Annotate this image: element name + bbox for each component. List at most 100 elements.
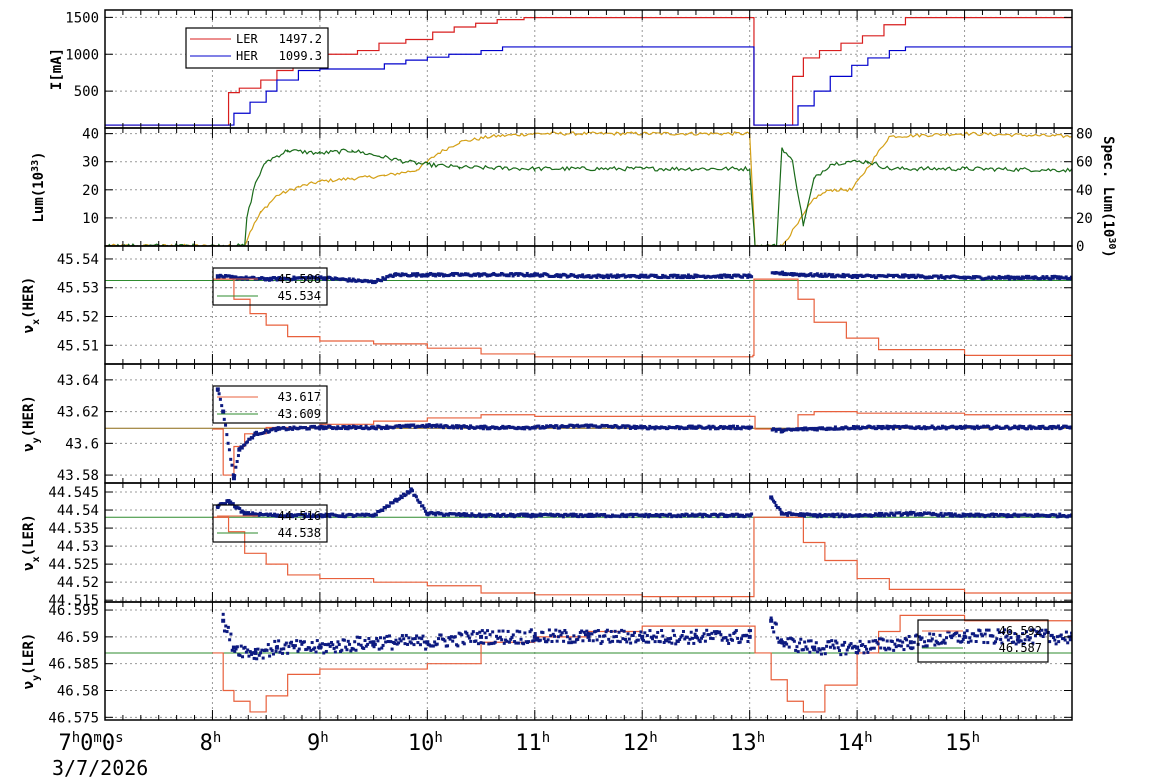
data-point xyxy=(662,640,666,644)
data-point xyxy=(343,427,347,431)
data-point xyxy=(855,274,860,279)
data-point xyxy=(855,645,860,650)
data-point xyxy=(340,426,344,430)
data-point xyxy=(786,513,790,517)
data-point xyxy=(231,476,236,481)
data-point xyxy=(1026,427,1030,431)
data-point xyxy=(957,634,961,638)
data-point xyxy=(721,512,725,516)
data-point xyxy=(374,513,378,517)
data-point xyxy=(399,274,403,278)
data-point xyxy=(274,427,279,432)
data-point xyxy=(640,634,645,639)
data-point xyxy=(240,446,244,450)
legend-nux_her: 45.506 45.534 xyxy=(212,267,328,306)
data-point xyxy=(289,513,293,517)
data-point xyxy=(283,643,287,647)
data-point xyxy=(600,274,604,278)
data-point xyxy=(836,512,840,516)
data-point xyxy=(645,634,649,638)
data-point xyxy=(373,642,377,646)
data-point xyxy=(280,651,284,655)
data-point xyxy=(888,647,892,651)
data-point xyxy=(324,649,328,653)
data-point xyxy=(538,512,542,516)
data-point xyxy=(667,640,671,644)
data-point xyxy=(1066,641,1070,645)
data-point xyxy=(612,635,616,639)
data-point xyxy=(978,629,982,633)
data-point xyxy=(230,648,234,652)
data-point xyxy=(438,425,442,429)
data-point xyxy=(643,631,647,635)
data-point xyxy=(493,640,497,644)
series-nuy_her-measured xyxy=(215,387,1072,481)
data-point xyxy=(714,632,718,636)
data-point xyxy=(822,274,826,278)
data-point xyxy=(743,515,747,519)
data-point xyxy=(1003,628,1007,632)
data-point xyxy=(987,425,991,429)
data-point xyxy=(221,409,226,414)
y-tick-label: 44.52 xyxy=(57,575,99,591)
data-point xyxy=(346,639,350,643)
data-point xyxy=(367,637,371,641)
data-point xyxy=(1032,276,1036,280)
data-point xyxy=(393,641,397,645)
data-point xyxy=(947,630,951,634)
data-point xyxy=(935,274,939,278)
data-point xyxy=(891,427,895,431)
data-point xyxy=(226,441,230,445)
data-point xyxy=(233,474,237,478)
data-point xyxy=(770,626,774,630)
data-point xyxy=(353,640,357,644)
data-point xyxy=(479,634,484,639)
y-tick-label: 46.595 xyxy=(48,603,99,619)
data-point xyxy=(253,647,257,651)
data-point xyxy=(842,275,846,279)
y-tick-label: 1000 xyxy=(65,47,99,63)
series-nux_ler-measured xyxy=(215,487,1072,519)
data-point xyxy=(666,637,670,641)
data-point xyxy=(561,515,565,519)
data-point xyxy=(248,650,252,654)
data-point xyxy=(643,514,647,518)
data-point xyxy=(818,648,822,652)
y2-tick-label: 20 xyxy=(1076,211,1093,227)
data-point xyxy=(1050,427,1054,431)
data-point xyxy=(257,653,261,657)
data-point xyxy=(303,426,307,430)
data-point xyxy=(721,427,725,431)
data-point xyxy=(703,639,707,643)
data-point xyxy=(801,272,806,277)
data-point xyxy=(226,499,231,504)
data-point xyxy=(686,273,690,277)
data-point xyxy=(692,641,696,645)
data-point xyxy=(872,514,876,518)
panel-frame xyxy=(104,127,1073,247)
data-point xyxy=(269,647,273,651)
data-point xyxy=(359,643,363,647)
data-point xyxy=(879,425,883,429)
data-point xyxy=(958,424,962,428)
data-point xyxy=(890,425,894,429)
data-point xyxy=(623,513,627,517)
data-point xyxy=(828,645,832,649)
data-point xyxy=(897,644,901,648)
data-point xyxy=(872,646,876,650)
data-point xyxy=(553,634,557,638)
data-point xyxy=(700,636,704,640)
data-point xyxy=(797,513,801,517)
data-point xyxy=(830,639,834,643)
data-point xyxy=(907,634,911,638)
data-point xyxy=(1016,634,1021,639)
data-point xyxy=(920,636,924,640)
data-point xyxy=(858,639,862,643)
data-point xyxy=(882,514,886,518)
data-point xyxy=(450,272,454,276)
data-point xyxy=(939,426,943,430)
data-point xyxy=(579,513,583,517)
data-point xyxy=(343,515,347,519)
data-point xyxy=(236,454,240,458)
data-point xyxy=(979,632,983,636)
